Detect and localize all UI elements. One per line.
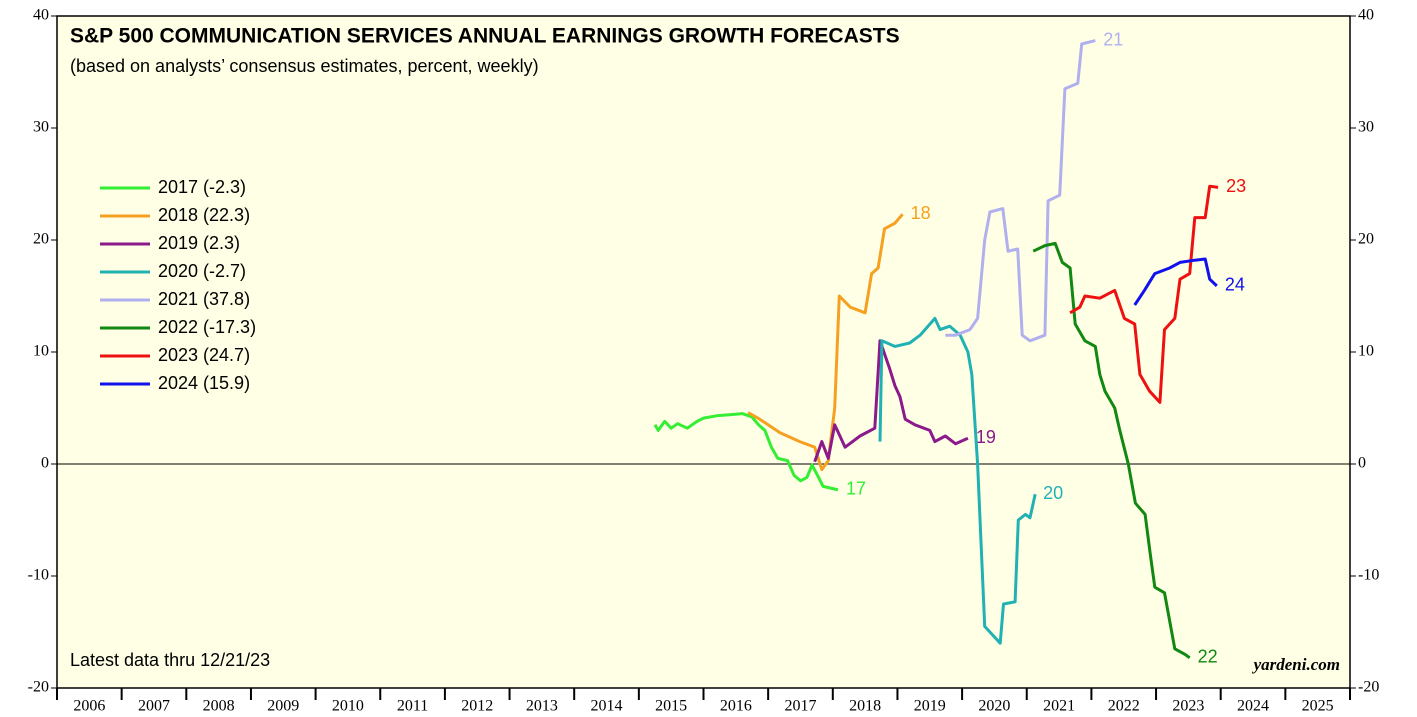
y-tick-label: 20 bbox=[33, 231, 49, 248]
y-tick-label: -10 bbox=[28, 567, 49, 584]
legend-label: 2017 (-2.3) bbox=[158, 177, 246, 197]
y-tick-label: 10 bbox=[33, 343, 49, 360]
y2-tick-label: 20 bbox=[1358, 231, 1374, 248]
end-label: 22 bbox=[1198, 647, 1218, 667]
end-label: 23 bbox=[1226, 176, 1246, 196]
y2-tick-label: 30 bbox=[1358, 119, 1374, 136]
series-line bbox=[1032, 241, 1191, 660]
chart-title: S&P 500 COMMUNICATION SERVICES ANNUAL EA… bbox=[70, 25, 900, 48]
series-line bbox=[653, 412, 839, 492]
x-tick-label: 2013 bbox=[526, 698, 558, 715]
end-label: 18 bbox=[911, 203, 931, 223]
y2-tick-label: -20 bbox=[1358, 679, 1379, 696]
x-tick-label: 2025 bbox=[1302, 698, 1334, 715]
series-line bbox=[813, 339, 969, 463]
end-label: 21 bbox=[1103, 29, 1123, 49]
x-tick-label: 2010 bbox=[332, 698, 364, 715]
x-tick-label: 2023 bbox=[1172, 698, 1204, 715]
y-tick-label: 30 bbox=[33, 119, 49, 136]
x-tick-label: 2007 bbox=[138, 698, 170, 715]
end-label: 24 bbox=[1225, 275, 1245, 295]
legend-label: 2018 (22.3) bbox=[158, 205, 250, 225]
legend-label: 2022 (-17.3) bbox=[158, 317, 256, 337]
y2-tick-label: 0 bbox=[1358, 455, 1366, 472]
x-tick-label: 2011 bbox=[397, 698, 428, 715]
x-tick-label: 2024 bbox=[1237, 698, 1269, 715]
y2-tick-label: 10 bbox=[1358, 343, 1374, 360]
legend-label: 2020 (-2.7) bbox=[158, 261, 246, 281]
legend-label: 2019 (2.3) bbox=[158, 233, 240, 253]
plot-area bbox=[56, 15, 1351, 689]
end-label: 20 bbox=[1043, 483, 1063, 503]
x-tick-label: 2016 bbox=[720, 698, 752, 715]
legend-label: 2023 (24.7) bbox=[158, 345, 250, 365]
x-tick-label: 2017 bbox=[784, 698, 816, 715]
x-tick-label: 2008 bbox=[203, 698, 235, 715]
x-tick-label: 2009 bbox=[267, 698, 299, 715]
y2-tick-label: 40 bbox=[1358, 7, 1374, 24]
x-tick-label: 2006 bbox=[73, 698, 105, 715]
x-tick-label: 2021 bbox=[1043, 698, 1075, 715]
y-tick-label: 0 bbox=[41, 455, 49, 472]
y2-tick-label: -10 bbox=[1358, 567, 1379, 584]
end-label: 19 bbox=[976, 427, 996, 447]
x-tick-label: 2015 bbox=[655, 698, 687, 715]
end-label: 17 bbox=[846, 479, 866, 499]
y-tick-label: -20 bbox=[28, 679, 49, 696]
y-tick-label: 40 bbox=[33, 7, 49, 24]
series-line bbox=[1133, 257, 1218, 306]
chart-subtitle: (based on analysts’ consensus estimates,… bbox=[70, 56, 539, 76]
x-tick-label: 2014 bbox=[591, 698, 623, 715]
note: Latest data thru 12/21/23 bbox=[70, 650, 270, 670]
x-tick-label: 2019 bbox=[914, 698, 946, 715]
series-line bbox=[747, 213, 904, 472]
legend-label: 2024 (15.9) bbox=[158, 373, 250, 393]
x-tick-label: 2022 bbox=[1108, 698, 1140, 715]
series-line bbox=[878, 316, 1037, 645]
series-line bbox=[1069, 184, 1219, 404]
x-tick-label: 2018 bbox=[849, 698, 881, 715]
series-line bbox=[945, 39, 1096, 343]
legend-label: 2021 (37.8) bbox=[158, 289, 250, 309]
x-tick-label: 2020 bbox=[978, 698, 1010, 715]
source: yardeni.com bbox=[1252, 655, 1340, 674]
x-tick-label: 2012 bbox=[461, 698, 493, 715]
